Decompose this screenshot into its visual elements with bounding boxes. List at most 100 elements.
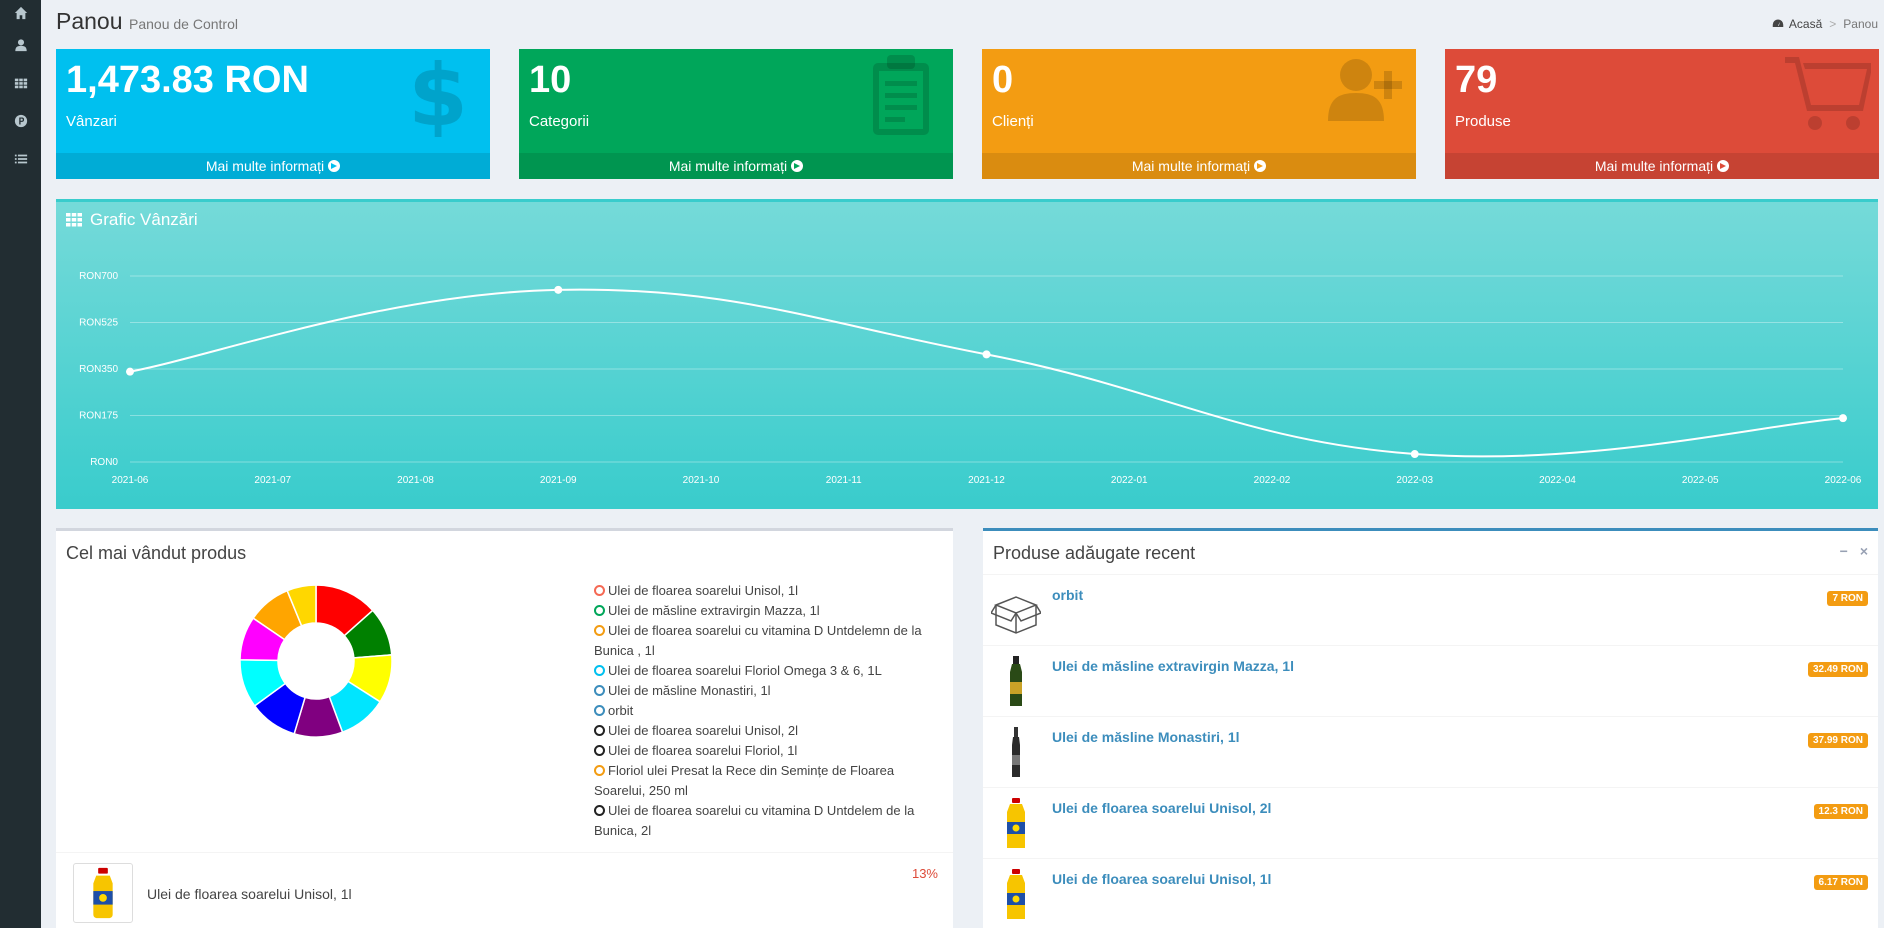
clients-more-info-link[interactable]: Mai multe informați <box>982 153 1416 179</box>
panel-divider <box>983 574 1878 575</box>
clients-box: 0 Clienți Mai multe informați <box>982 49 1416 179</box>
chart-x-tick-label: 2021-09 <box>540 475 577 486</box>
arrow-circle-right-icon <box>328 160 341 172</box>
chart-x-tick-label: 2022-05 <box>1682 475 1719 486</box>
recent-product-item: Ulei de măsline extravirgin Mazza, 1l 32… <box>983 646 1878 717</box>
legend-item: Ulei de floarea soarelui cu vitamina D U… <box>594 801 934 841</box>
chart-data-point <box>554 285 563 294</box>
user-icon[interactable] <box>0 26 41 64</box>
categories-more-info-link[interactable]: Mai multe informați <box>519 153 953 179</box>
sales-box: 1,473.83 RON Vânzari $ Mai multe informa… <box>56 49 490 179</box>
circle-icon <box>594 625 605 636</box>
recent-product-name[interactable]: Ulei de floarea soarelui Unisol, 2l <box>1052 800 1272 816</box>
legend-item: orbit <box>594 701 934 721</box>
legend-item: Floriol ulei Presat la Rece din Semințe … <box>594 761 934 801</box>
circle-icon <box>594 745 605 756</box>
sales-chart-box: RON0 RON175 RON350 RON525 RON700 2021-06 2021-… <box>56 199 1878 509</box>
circle-icon <box>594 685 605 696</box>
categories-value: 10 <box>529 59 572 101</box>
legend-item: Ulei de floarea soarelui Floriol Omega 3… <box>594 661 934 681</box>
arrow-circle-right-icon <box>1254 160 1267 172</box>
page-subtitle: Panou de Control <box>129 16 238 32</box>
dollar-icon: $ <box>408 49 468 137</box>
recent-products-title: Produse adăugate recent <box>993 543 1196 563</box>
arrow-circle-right-icon <box>1717 160 1730 172</box>
legend-label: Ulei de floarea soarelui Unisol, 2l <box>608 723 799 738</box>
recent-product-name[interactable]: orbit <box>1052 587 1084 603</box>
parking-icon[interactable] <box>0 102 41 140</box>
legend-label: orbit <box>608 703 634 718</box>
sales-more-info-label: Mai multe informați <box>205 158 325 174</box>
best-seller-title: Cel mai vândut produs <box>66 543 247 563</box>
chart-x-tick-label: 2021-06 <box>112 475 149 486</box>
categories-box: 10 Categorii Mai multe informați <box>519 49 953 179</box>
clipboard-icon <box>873 55 929 135</box>
clients-more-info-label: Mai multe informați <box>1131 158 1251 174</box>
recent-product-item: orbit 7 RON <box>983 575 1878 646</box>
stat-boxes: 1,473.83 RON Vânzari $ Mai multe informa… <box>56 49 1879 179</box>
user-plus-icon <box>1328 59 1402 121</box>
circle-icon <box>594 605 605 616</box>
breadcrumb-home[interactable]: Acasă <box>1772 17 1822 31</box>
legend-item: Ulei de floarea soarelui Floriol, 1l <box>594 741 934 761</box>
best-seller-panel: Cel mai vândut produs Ulei de floarea so… <box>56 528 953 928</box>
chart-data-point <box>1410 450 1419 459</box>
legend-label: Ulei de măsline extravirgin Mazza, 1l <box>608 603 820 618</box>
best-seller-item: Ulei de floarea soarelui Unisol, 1l 13% <box>56 852 953 928</box>
products-more-info-label: Mai multe informați <box>1594 158 1714 174</box>
sidebar <box>0 0 41 928</box>
dark-bottle <box>1012 727 1020 777</box>
recent-product-price: 6.17 RON <box>1813 875 1868 890</box>
sales-more-info-link[interactable]: Mai multe informați <box>56 153 490 179</box>
recent-product-item: Ulei de măsline Monastiri, 1l 37.99 RON <box>983 717 1878 788</box>
best-seller-item-percent: 13% <box>911 866 938 881</box>
breadcrumb-home-label: Acasă <box>1788 17 1823 31</box>
recent-product-item: Ulei de floarea soarelui Unisol, 1l 6.17… <box>983 859 1878 928</box>
circle-icon <box>594 585 605 596</box>
products-value: 79 <box>1455 59 1498 101</box>
svg-text:$: $ <box>408 49 468 137</box>
sales-value: 1,473.83 RON <box>66 59 309 101</box>
recent-product-name[interactable]: Ulei de măsline extravirgin Mazza, 1l <box>1052 658 1294 674</box>
chart-data-point <box>1839 414 1847 423</box>
recent-product-price: 32.49 RON <box>1807 662 1868 677</box>
recent-product-name[interactable]: Ulei de floarea soarelui Unisol, 1l <box>1052 871 1272 887</box>
list-icon[interactable] <box>0 140 41 178</box>
chart-x-tick-label: 2021-12 <box>968 475 1005 486</box>
products-label: Produse <box>1455 113 1511 130</box>
clients-value: 0 <box>992 59 1014 101</box>
dashboard-icon <box>1772 19 1784 27</box>
chart-x-tick-label: 2021-10 <box>683 475 720 486</box>
close-button[interactable]: × <box>1859 543 1868 559</box>
sales-chart-title-text: Grafic Vânzări <box>90 210 198 229</box>
chart-x-tick-label: 2022-06 <box>1825 475 1862 486</box>
home-icon[interactable] <box>0 0 41 26</box>
chart-x-tick-label: 2022-03 <box>1396 475 1433 486</box>
box-icon <box>991 596 1041 634</box>
chart-y-tick-label: RON0 <box>90 457 118 468</box>
legend-item: Ulei de floarea soarelui Unisol, 1l <box>594 581 934 601</box>
recent-products-list: orbit 7 RON Ulei de măsline extravirgin … <box>983 575 1878 928</box>
best-seller-donut-chart <box>239 584 393 738</box>
best-seller-item-name: Ulei de floarea soarelui Unisol, 1l <box>147 886 352 902</box>
products-more-info-link[interactable]: Mai multe informați <box>1445 153 1879 179</box>
products-box: 79 Produse Mai multe informați <box>1445 49 1879 179</box>
grid-icon[interactable] <box>0 64 41 102</box>
chart-series-line <box>129 288 1844 458</box>
sunflower-oil-bottle <box>1007 798 1025 848</box>
legend-label: Ulei de măsline Monastiri, 1l <box>608 683 771 698</box>
recent-product-name[interactable]: Ulei de măsline Monastiri, 1l <box>1052 729 1240 745</box>
chart-data-point <box>126 367 134 376</box>
legend-item: Ulei de măsline extravirgin Mazza, 1l <box>594 601 934 621</box>
recent-product-item: Ulei de floarea soarelui Unisol, 2l 12.3… <box>983 788 1878 859</box>
circle-icon <box>594 805 605 816</box>
legend-item: Ulei de floarea soarelui Unisol, 2l <box>594 721 934 741</box>
donut-slice[interactable] <box>286 584 317 627</box>
categories-label: Categorii <box>529 113 590 130</box>
legend-label: Ulei de floarea soarelui cu vitamina D U… <box>594 623 922 658</box>
collapse-button[interactable]: − <box>1839 543 1848 559</box>
legend-item: Ulei de floarea soarelui cu vitamina D U… <box>594 621 934 661</box>
sunflower-oil-bottle <box>73 863 133 923</box>
breadcrumb-separator: > <box>1829 17 1837 31</box>
chart-x-tick-label: 2022-01 <box>1111 475 1148 486</box>
